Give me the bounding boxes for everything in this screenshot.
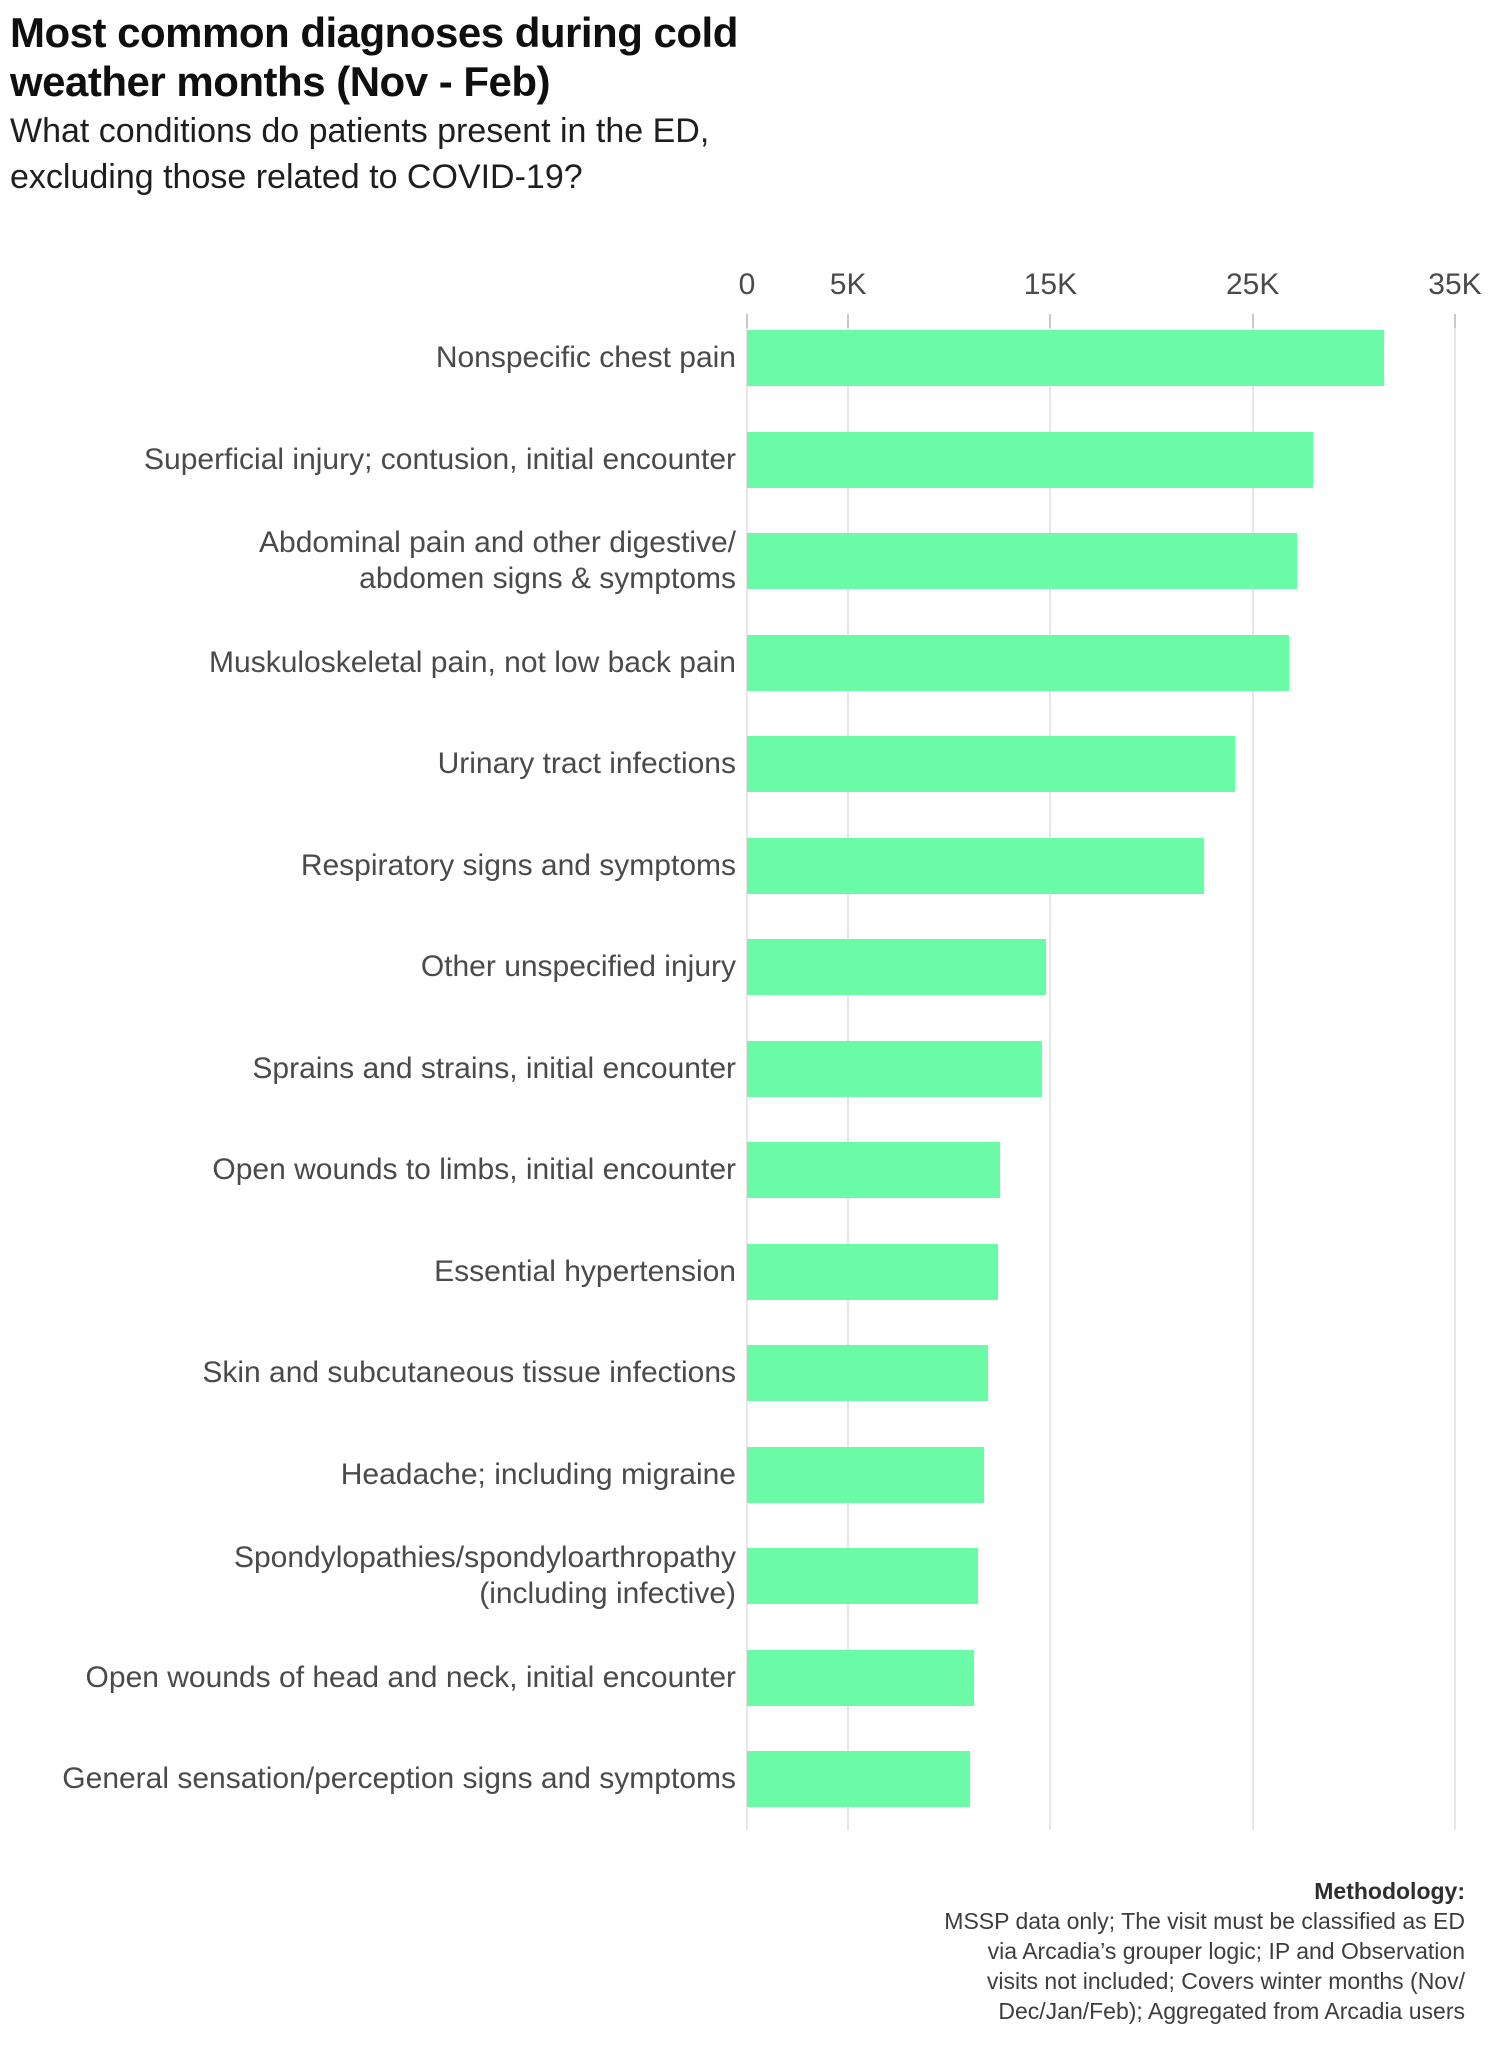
- vertical-gridline: [1251, 328, 1254, 1830]
- bar: [747, 330, 1384, 386]
- category-label: General sensation/perception signs and s…: [62, 1762, 736, 1795]
- bar: [747, 1040, 1042, 1097]
- category-label: Abdominal pain and other digestive/ abdo…: [259, 526, 736, 595]
- category-label: Nonspecific chest pain: [435, 341, 736, 374]
- category-label: Open wounds to limbs, initial encounter: [212, 1153, 736, 1186]
- category-label: Muskuloskeletal pain, not low back pain: [209, 645, 736, 679]
- x-axis-tick-mark: [847, 314, 850, 328]
- bar: [747, 837, 1204, 894]
- category-label: Skin and subcutaneous tissue infections: [202, 1356, 736, 1389]
- bar: [747, 1345, 988, 1401]
- bar: [747, 939, 1046, 995]
- vertical-gridline: [1454, 328, 1456, 1830]
- category-label: Essential hypertension: [434, 1254, 736, 1288]
- category-label: Urinary tract infections: [437, 747, 736, 780]
- x-axis-tick-label: 25K: [1226, 268, 1280, 301]
- category-label: Other unspecified injury: [420, 950, 736, 983]
- x-axis-tick-label: 5K: [829, 268, 867, 301]
- bar: [747, 431, 1313, 488]
- bar: [747, 634, 1289, 691]
- methodology-heading: Methodology:: [1314, 1878, 1465, 1904]
- bar: [747, 1548, 978, 1604]
- x-axis-tick-mark: [746, 314, 748, 328]
- bar-chart: 0 5K 15K 25K 35K Nonspecific chest pain Super…: [62, 268, 1482, 1830]
- bar: [747, 736, 1235, 792]
- bar: [747, 1243, 998, 1300]
- x-axis-tick-mark: [1049, 314, 1052, 328]
- x-axis-tick-mark: [1251, 314, 1254, 328]
- category-label: Headache; including migraine: [340, 1457, 736, 1491]
- bar: [747, 1446, 984, 1503]
- x-axis-tick-mark: [1454, 314, 1456, 328]
- chart-subtitle: What conditions do patients present in t…: [10, 112, 710, 197]
- bar: [747, 1751, 970, 1807]
- category-label: Spondylopathies/spondyloarthropathy (inc…: [233, 1541, 736, 1610]
- bar: [747, 1142, 1000, 1198]
- x-axis-tick-label: 35K: [1428, 268, 1482, 301]
- methodology-note: Methodology: MSSP data only; The visit m…: [944, 1876, 1465, 2026]
- category-label: Superficial injury; contusion, initial e…: [144, 442, 736, 476]
- vertical-gridline: [1049, 328, 1052, 1830]
- methodology-body: MSSP data only; The visit must be classi…: [944, 1908, 1465, 2024]
- x-axis-tick-label: 0: [738, 268, 756, 301]
- category-label: Sprains and strains, initial encounter: [252, 1051, 736, 1085]
- bar: [747, 1649, 974, 1706]
- chart-title: Most common diagnoses during cold weathe…: [10, 9, 738, 106]
- bar: [747, 533, 1297, 589]
- category-label: Respiratory signs and symptoms: [300, 848, 736, 882]
- x-axis-tick-label: 15K: [1023, 268, 1078, 301]
- category-label: Open wounds of head and neck, initial en…: [85, 1660, 736, 1694]
